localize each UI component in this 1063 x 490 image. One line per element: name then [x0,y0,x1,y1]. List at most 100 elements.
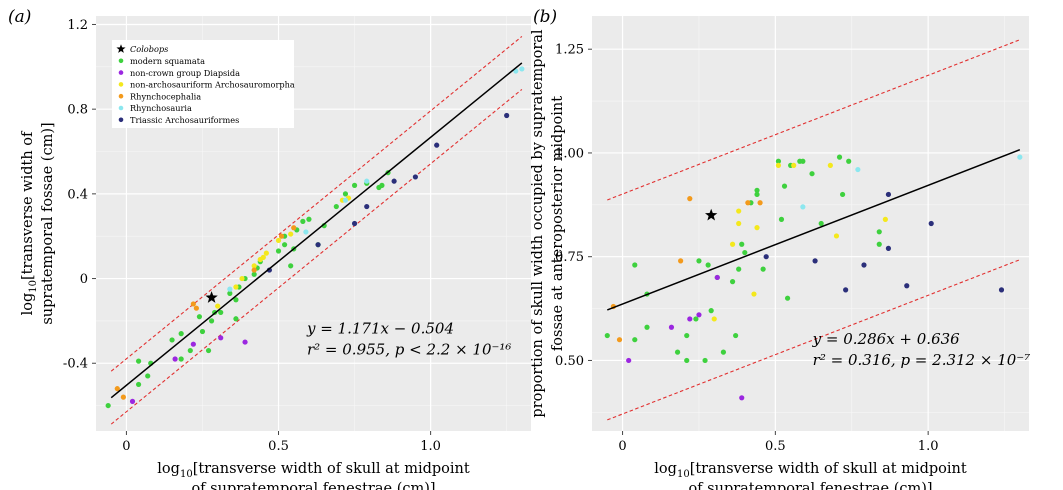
data-point [754,187,760,193]
plot-content [604,39,1023,421]
colobops-star-point [705,208,718,221]
data-point [145,373,151,379]
y-tick-label: 0.50 [555,354,584,369]
data-point [736,266,742,272]
data-point [885,245,892,251]
data-point [791,162,797,168]
regression-annotation-line: r² = 0.316, p = 2.312 × 10⁻⁷ [813,351,1031,369]
regression-annotation-line: y = 0.286x + 0.636 [812,330,960,348]
data-point [733,332,739,339]
data-point [114,386,120,392]
data-point [928,220,934,227]
data-point [288,263,294,269]
data-point [687,316,693,322]
data-point [736,220,742,227]
confidence-band-upper [110,36,523,372]
y-tick-label: 1.25 [555,43,584,58]
data-point [315,242,321,248]
data-point [306,216,312,222]
legend-entry-label: Triassic Archosauriformes [130,115,239,125]
x-tick-label: 0 [618,439,626,454]
data-point [843,287,849,293]
data-point [674,349,681,355]
data-point [300,218,306,224]
y-tick-label: 0 [80,272,88,287]
data-point [855,166,861,173]
regression-line [110,62,523,399]
panel-a: 0 0.5 1.0 -0.4 0 0.4 0.8 1.2 y = 1.171x − 0.504 r… [8,7,531,490]
data-point [288,231,294,237]
confidence-band-lower [110,88,523,425]
data-point [745,200,751,206]
panel-label: (b) [533,7,557,27]
data-point [282,242,288,248]
data-point [998,287,1005,293]
x-tick-label: 1.0 [420,439,441,454]
data-point [702,357,708,364]
data-point [260,254,266,260]
data-point [757,200,763,206]
legend-entry-label: non-crown group Diapsida [130,68,240,78]
data-point [218,309,224,316]
data-point [208,318,215,324]
data-point [711,316,717,322]
data-point [519,66,525,72]
data-point [833,233,840,239]
regression-annotation-line: r² = 0.955, p < 2.2 × 10⁻¹⁶ [307,340,511,358]
data-point [266,267,272,273]
data-point [800,204,806,210]
y-tick-label: 1.00 [555,146,584,161]
data-point [876,241,882,247]
data-point [678,258,684,264]
data-point [196,314,203,320]
data-point [742,249,748,256]
data-point [190,301,196,307]
panel-b: 0 0.5 1.0 0.50 0.75 1.00 1.25 y = 0.286x + 0.63… [530,7,1030,490]
data-point [882,216,888,222]
legend-entry-label: non-archosauriform Archosauromorpha [130,80,295,90]
data-point [178,331,184,337]
legend-entry-label: Rhynchocephalia [130,91,201,101]
x-tick-label: 1.0 [918,439,939,454]
data-point [120,394,126,400]
y-axis-label-line: proportion of skull width occupied by su… [530,29,546,417]
x-tick-label: 0 [122,439,130,454]
data-point [364,178,370,184]
data-point [729,241,736,247]
data-point [812,258,818,264]
legend: Colobops modern squamata non-crown group D… [112,40,295,128]
data-point [215,303,221,309]
data-point [693,316,699,322]
legend-entry-label: Rhynchosauria [130,103,192,113]
data-point [760,266,766,272]
legend-dot-icon [118,58,124,64]
data-point [303,229,309,235]
data-point [836,154,843,160]
x-axis-label-line: of supratemporal fenestrae (cm)] [688,481,932,490]
legend-star-icon [116,44,126,53]
data-point [644,324,650,330]
data-point [687,196,693,202]
data-point [754,191,760,198]
data-point [904,283,910,289]
data-point [876,229,882,235]
data-point [187,347,193,354]
data-point [839,191,846,198]
data-point [333,203,339,210]
data-point [135,358,142,364]
y-tick-label: -0.4 [63,357,88,372]
confidence-band-lower [607,259,1021,421]
y-axis-label-line: supratemporal fossae (cm)] [40,122,56,324]
data-point [412,174,419,180]
data-point [781,183,788,189]
data-point [275,237,282,244]
legend-dot-icon [118,82,124,87]
data-point [800,158,806,164]
data-point [668,324,675,330]
data-point [193,305,199,311]
data-point [291,225,297,231]
data-point [729,279,736,285]
data-point [632,337,638,343]
data-point [1017,154,1023,160]
